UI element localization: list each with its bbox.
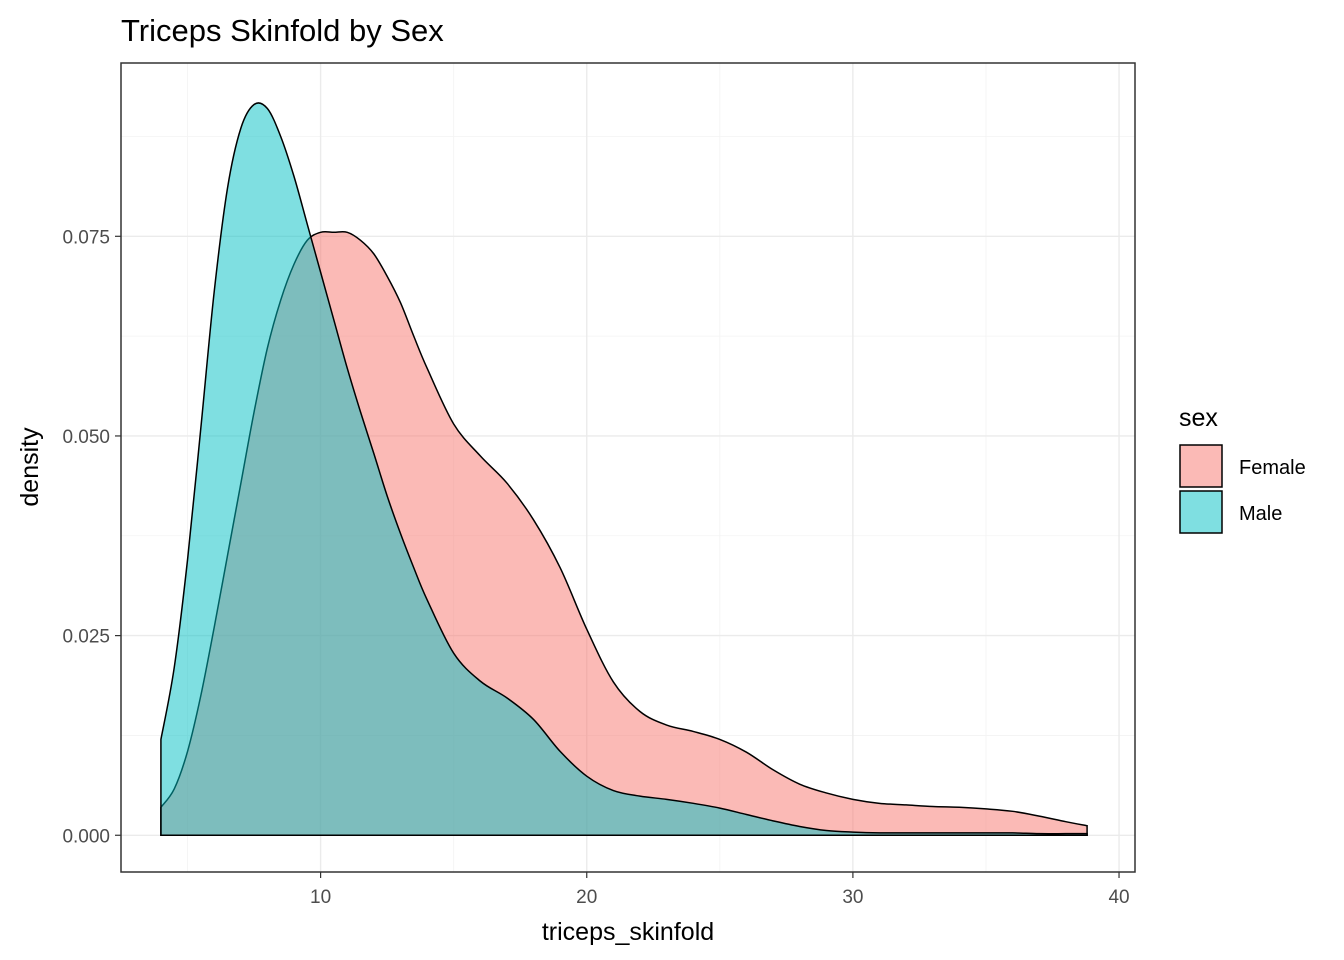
x-tick-label: 30 [842,887,863,908]
legend-key-male [1179,490,1223,534]
panel-border [120,62,1136,873]
y-tick-label: 0.075 [62,227,110,248]
x-tick-label: 10 [310,887,331,908]
y-axis-title: density [16,427,44,507]
density-areas [160,102,1088,837]
legend-label-male: Male [1239,503,1282,525]
x-axis-ticks: 10 20 30 40 [310,872,1130,908]
y-axis-ticks: 0.000 0.025 0.050 0.075 [62,227,121,847]
chart-title: Triceps Skinfold by Sex [121,13,444,48]
density-area-male [160,102,1088,837]
legend: sex Female Male [1179,404,1306,534]
legend-label-female: Female [1239,457,1306,479]
x-tick-label: 40 [1108,887,1129,908]
legend-title: sex [1179,404,1218,432]
y-tick-label: 0.025 [62,627,110,648]
x-tick-label: 20 [576,887,597,908]
x-axis-title: triceps_skinfold [542,918,714,946]
y-tick-label: 0.000 [62,826,110,847]
y-tick-label: 0.050 [62,427,110,448]
legend-key-female [1179,444,1223,488]
